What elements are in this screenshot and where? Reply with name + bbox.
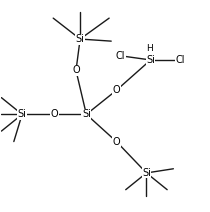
Text: Si: Si [82,109,91,119]
Text: O: O [113,85,120,95]
Text: O: O [72,66,80,75]
Text: Si: Si [76,34,85,44]
Text: Cl: Cl [116,51,125,61]
Text: H: H [146,44,153,53]
Text: Cl: Cl [176,55,185,65]
Text: Si: Si [142,168,151,178]
Text: O: O [50,109,58,119]
Text: O: O [113,137,120,146]
Text: Si: Si [146,55,155,65]
Text: Si: Si [18,109,26,119]
